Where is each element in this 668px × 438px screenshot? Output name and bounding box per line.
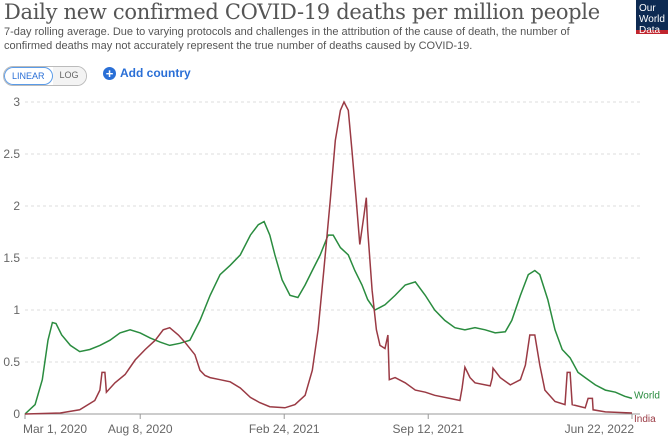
x-tick-label: Aug 8, 2020 <box>108 422 173 436</box>
x-tick-label: Feb 24, 2021 <box>249 422 320 436</box>
x-tick-label: Mar 1, 2020 <box>23 422 87 436</box>
add-country-label: Add country <box>120 66 191 80</box>
y-tick-label: 2.5 <box>3 147 20 161</box>
chart-subtitle: 7-day rolling average. Due to varying pr… <box>4 26 570 52</box>
y-tick-label: 1 <box>13 303 20 317</box>
linear-button[interactable]: LINEAR <box>4 67 53 85</box>
chart-title: Daily new confirmed COVID-19 deaths per … <box>4 0 600 24</box>
plus-circle-icon: + <box>103 66 116 80</box>
add-country-button[interactable]: + Add country <box>103 66 191 80</box>
x-tick-label: Jun 22, 2022 <box>565 422 635 436</box>
y-tick-label: 0 <box>13 407 20 421</box>
legend-label-world: World <box>634 390 660 401</box>
scale-toggle: LINEAR LOG <box>3 66 87 86</box>
legend-label-india: India <box>634 414 656 425</box>
y-tick-label: 2 <box>13 199 20 213</box>
log-button[interactable]: LOG <box>52 67 86 85</box>
series-line-india <box>24 100 633 415</box>
y-tick-label: 3 <box>13 95 20 109</box>
y-tick-label: 1.5 <box>3 251 20 265</box>
y-tick-label: 0.5 <box>3 355 20 369</box>
series-line-world <box>24 220 633 415</box>
owid-logo[interactable]: Our World in Data <box>636 0 668 36</box>
x-tick-label: Sep 12, 2021 <box>393 422 465 436</box>
